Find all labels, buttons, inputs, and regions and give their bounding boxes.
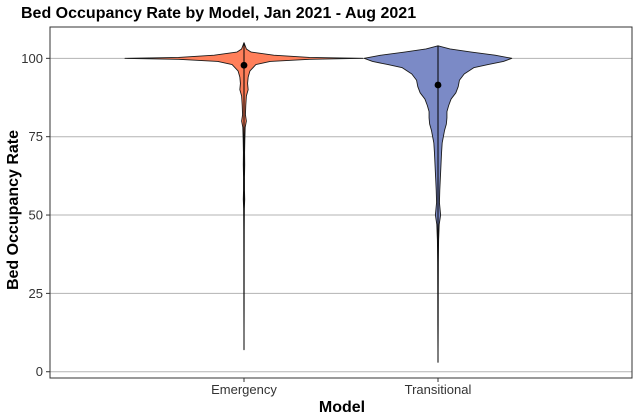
median-point-emergency bbox=[240, 61, 248, 69]
x-axis-title: Model bbox=[319, 399, 365, 416]
y-tick-label: 75 bbox=[29, 129, 43, 144]
x-tick-label: Transitional bbox=[405, 382, 472, 397]
y-tick-label: 50 bbox=[29, 208, 43, 223]
y-tick-label: 100 bbox=[21, 51, 43, 66]
y-axis-title: Bed Occupancy Rate bbox=[5, 130, 22, 290]
chart-title: Bed Occupancy Rate by Model, Jan 2021 - … bbox=[21, 5, 416, 22]
panel-border bbox=[49, 26, 633, 379]
y-tick-label: 25 bbox=[29, 286, 43, 301]
x-tick-label: Emergency bbox=[211, 382, 277, 397]
plot-area: 0 25 50 75 100 Emergency Transitional bbox=[21, 26, 633, 397]
y-tick-label: 0 bbox=[36, 364, 43, 379]
median-point-transitional bbox=[434, 81, 442, 89]
